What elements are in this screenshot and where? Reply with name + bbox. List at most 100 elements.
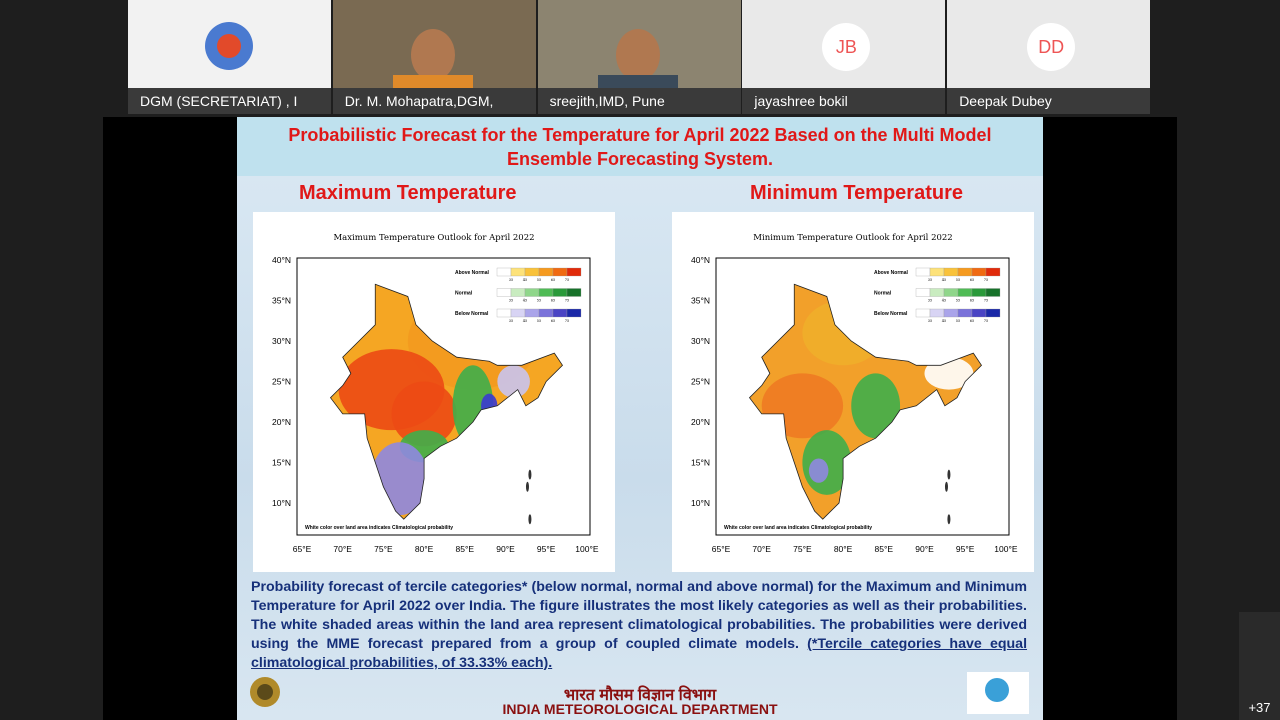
- legend-tick: 35: [928, 319, 932, 323]
- legend-tick: 55: [956, 319, 960, 323]
- map-note: White color over land area indicates Cli…: [724, 525, 872, 531]
- participant-name: sreejith,IMD, Pune: [537, 88, 741, 114]
- lat-label: 10°N: [691, 498, 710, 508]
- map-note: White color over land area indicates Cli…: [305, 525, 453, 531]
- legend-tick: 35: [509, 319, 513, 323]
- legend-swatch: [971, 288, 987, 297]
- legend-swatch: [915, 267, 931, 277]
- legend-tick: 45: [942, 278, 946, 282]
- legend-tick: 55: [956, 299, 960, 303]
- legend-tick: 45: [942, 319, 946, 323]
- lat-label: 40°N: [691, 255, 710, 265]
- legend-swatch: [538, 308, 554, 318]
- lat-label: 15°N: [272, 458, 291, 468]
- islands: [947, 514, 951, 525]
- legend-swatch: [524, 308, 540, 318]
- person: [615, 29, 660, 81]
- legend-tick: 65: [970, 299, 974, 303]
- lat-label: 15°N: [691, 458, 710, 468]
- participant-logo: [205, 22, 253, 70]
- legend-tick: 75: [565, 319, 569, 323]
- probability-area: [851, 373, 901, 439]
- map-plot: Maximum Temperature Outlook for April 20…: [272, 233, 599, 554]
- lon-label: 95°E: [956, 544, 975, 554]
- lon-label: 100°E: [575, 544, 599, 554]
- lat-label: 40°N: [272, 255, 291, 265]
- legend-label: Normal: [874, 291, 892, 297]
- legend-tick: 75: [984, 299, 988, 303]
- legend-label: Normal: [455, 291, 473, 297]
- legend-swatch: [985, 288, 1001, 297]
- legend-swatch: [929, 267, 945, 277]
- participant-tile: JB jayashree bokil: [742, 0, 946, 114]
- legend-swatch: [496, 308, 512, 318]
- legend-tick: 65: [970, 319, 974, 323]
- lon-label: 90°E: [915, 544, 934, 554]
- legend-swatch: [915, 308, 931, 318]
- participant-tile: DD Deepak Dubey: [947, 0, 1151, 114]
- legend-swatch: [566, 308, 582, 318]
- islands: [528, 514, 532, 525]
- lon-label: 85°E: [875, 544, 894, 554]
- legend-swatch: [943, 288, 959, 297]
- panel-heading: Minimum Temperature: [750, 182, 963, 204]
- legend-swatch: [510, 308, 526, 318]
- legend-tick: 65: [551, 278, 555, 282]
- legend-tick: 65: [551, 319, 555, 323]
- avatar: DD: [1027, 23, 1076, 71]
- slide-title: Probabilistic Forecast for the Temperatu…: [237, 117, 1043, 176]
- legend-swatch: [552, 288, 568, 297]
- legend-swatch: [985, 308, 1001, 318]
- legend-swatch: [524, 288, 540, 297]
- slide: Probabilistic Forecast for the Temperatu…: [237, 117, 1043, 720]
- lat-label: 30°N: [272, 336, 291, 346]
- probability-area: [481, 393, 498, 418]
- lat-label: 30°N: [691, 336, 710, 346]
- legend-tick: 55: [537, 278, 541, 282]
- lon-label: 70°E: [752, 544, 771, 554]
- legend-swatch: [538, 288, 554, 297]
- lon-label: 95°E: [537, 544, 556, 554]
- map-figure: Minimum Temperature Outlook for April 20…: [672, 212, 1034, 572]
- legend-label: Below Normal: [874, 311, 908, 317]
- islands: [528, 469, 532, 480]
- legend-tick: 75: [565, 278, 569, 282]
- legend-swatch: [566, 267, 582, 277]
- imd-emblem: [250, 677, 280, 707]
- logo: [967, 672, 1029, 714]
- panel-heading: Maximum Temperature: [299, 182, 517, 204]
- lon-label: 80°E: [415, 544, 434, 554]
- participant-tile: sreejith,IMD, Pune: [537, 0, 741, 114]
- legend-tick: 75: [984, 319, 988, 323]
- participant-name: jayashree bokil: [742, 88, 946, 114]
- participant-name: DGM (SECRETARIAT) , I: [128, 88, 331, 114]
- legend-tick: 65: [551, 299, 555, 303]
- lon-label: 90°E: [496, 544, 515, 554]
- legend-tick: 65: [970, 278, 974, 282]
- lon-label: 100°E: [994, 544, 1018, 554]
- description-text: Probability forecast of tercile categori…: [251, 579, 1027, 652]
- legend-tick: 45: [523, 278, 527, 282]
- legend-swatch: [538, 267, 554, 277]
- legend-tick: 35: [928, 299, 932, 303]
- legend-swatch: [985, 267, 1001, 277]
- more-participants[interactable]: +37: [1239, 612, 1280, 720]
- map-figure: Maximum Temperature Outlook for April 20…: [253, 212, 615, 572]
- lon-label: 75°E: [374, 544, 393, 554]
- logo-shape: [217, 34, 241, 58]
- legend-swatch: [957, 267, 973, 277]
- lon-label: 80°E: [834, 544, 853, 554]
- probability-area: [808, 458, 829, 483]
- legend-swatch: [943, 308, 959, 318]
- legend-swatch: [957, 288, 973, 297]
- legend-swatch: [496, 267, 512, 277]
- lat-label: 35°N: [272, 296, 291, 306]
- video-feed: [392, 29, 473, 95]
- india-border: [748, 283, 982, 520]
- lat-label: 10°N: [272, 498, 291, 508]
- legend-label: Above Normal: [455, 270, 490, 276]
- person: [410, 29, 455, 81]
- probability-area: [802, 430, 852, 495]
- avatar: JB: [822, 23, 871, 71]
- footnote: (*Tercile categories have equal climatol…: [251, 636, 1028, 671]
